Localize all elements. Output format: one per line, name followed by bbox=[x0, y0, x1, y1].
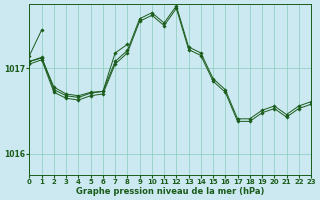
X-axis label: Graphe pression niveau de la mer (hPa): Graphe pression niveau de la mer (hPa) bbox=[76, 187, 264, 196]
